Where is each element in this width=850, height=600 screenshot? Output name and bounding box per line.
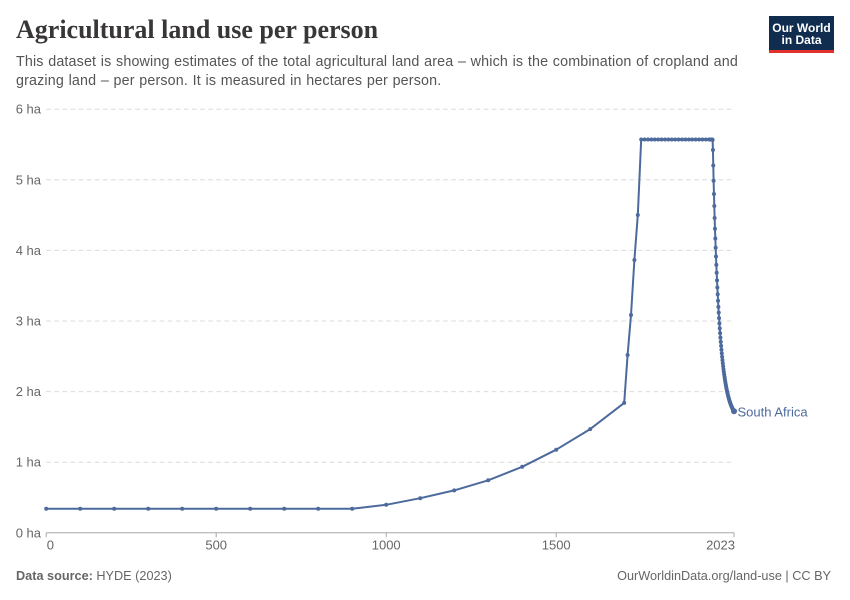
svg-text:5 ha: 5 ha [16, 172, 42, 187]
svg-text:6 ha: 6 ha [16, 102, 42, 117]
svg-text:South Africa: South Africa [738, 405, 809, 420]
svg-text:3 ha: 3 ha [16, 314, 42, 329]
svg-text:4 ha: 4 ha [16, 243, 42, 258]
svg-text:2023: 2023 [706, 538, 735, 553]
svg-text:1500: 1500 [542, 538, 571, 553]
svg-text:0 ha: 0 ha [16, 525, 42, 540]
svg-text:500: 500 [205, 538, 227, 553]
svg-text:1 ha: 1 ha [16, 455, 42, 470]
svg-text:2 ha: 2 ha [16, 384, 42, 399]
svg-text:0: 0 [47, 538, 54, 553]
svg-text:1000: 1000 [372, 538, 401, 553]
